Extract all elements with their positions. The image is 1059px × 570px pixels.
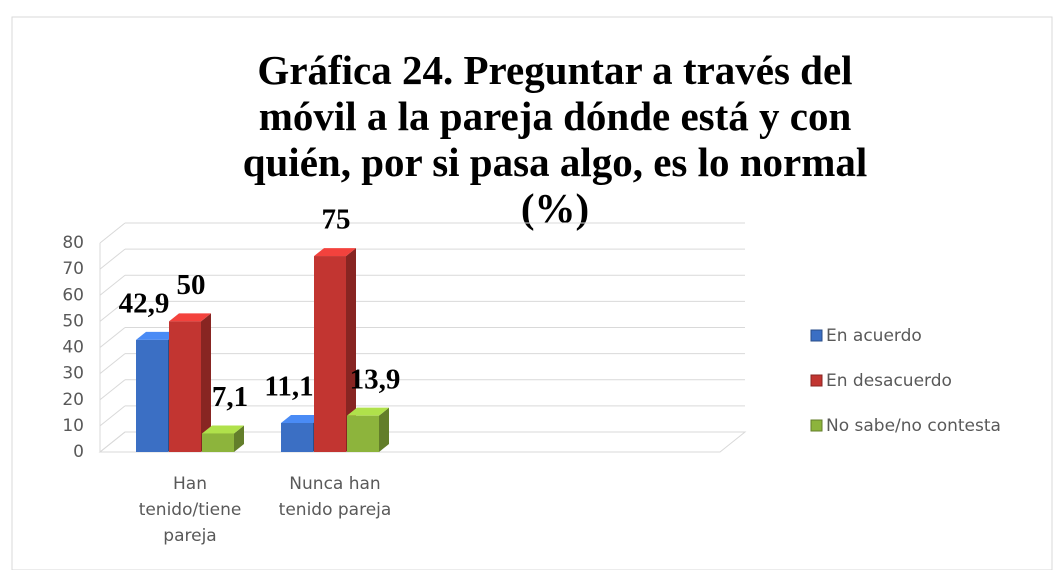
grid-line — [99, 379, 126, 401]
bar-top — [314, 248, 356, 257]
legend-swatch — [810, 329, 823, 342]
x-tick-label: Nunca han tenido pareja — [279, 474, 392, 520]
chart-title: Gráfica 24. Preguntar a través del móvil … — [243, 47, 868, 231]
bar-top — [169, 313, 211, 322]
x-tick-label: Han tenido/tiene pareja — [139, 474, 242, 546]
legend-label: En desacuerdo — [826, 371, 952, 391]
grid-line — [99, 248, 126, 270]
chart-border — [11, 16, 1053, 570]
bar-side — [201, 313, 211, 452]
data-label: 75 — [322, 204, 351, 236]
y-tick-label: 80 — [62, 233, 84, 253]
bar-top — [347, 407, 389, 416]
grid-line — [99, 327, 126, 348]
bar — [202, 425, 244, 452]
y-tick-label: 30 — [62, 364, 84, 384]
y-tick-label: 20 — [62, 390, 84, 410]
y-tick-label: 10 — [62, 416, 84, 436]
bar-front — [347, 415, 379, 452]
legend-label: En acuerdo — [826, 326, 922, 346]
grid-line — [99, 222, 126, 244]
bar-front — [314, 256, 346, 452]
bar-front — [202, 433, 234, 452]
bar-front — [281, 423, 313, 452]
y-tick-label: 60 — [62, 285, 84, 305]
data-label: 50 — [177, 269, 206, 301]
bar-side — [346, 248, 356, 452]
grid-line — [99, 405, 126, 427]
bar-top — [136, 331, 178, 340]
data-label: 42,9 — [119, 288, 170, 320]
y-tick-label: 50 — [62, 311, 84, 331]
bar-side — [234, 425, 244, 452]
bar-side — [379, 407, 389, 452]
data-label: 7,1 — [212, 381, 248, 413]
bar — [169, 313, 211, 452]
legend-label: No sabe/no contesta — [826, 416, 1001, 436]
legend-swatch — [810, 374, 823, 387]
y-tick-label: 0 — [73, 442, 84, 462]
y-tick-label: 70 — [62, 259, 84, 279]
data-label: 11,1 — [264, 371, 313, 403]
bar-front — [136, 339, 168, 452]
grid-line — [99, 300, 126, 322]
bar-top — [202, 425, 244, 434]
grid-line — [99, 431, 126, 453]
bar-top — [281, 415, 323, 424]
grid-line — [99, 353, 126, 375]
bar — [314, 248, 356, 452]
bar — [347, 407, 389, 452]
y-tick-label: 40 — [62, 338, 84, 358]
data-label: 13,9 — [350, 363, 401, 395]
bar-front — [169, 321, 201, 452]
legend-swatch — [810, 419, 823, 432]
grid-line — [99, 274, 126, 296]
